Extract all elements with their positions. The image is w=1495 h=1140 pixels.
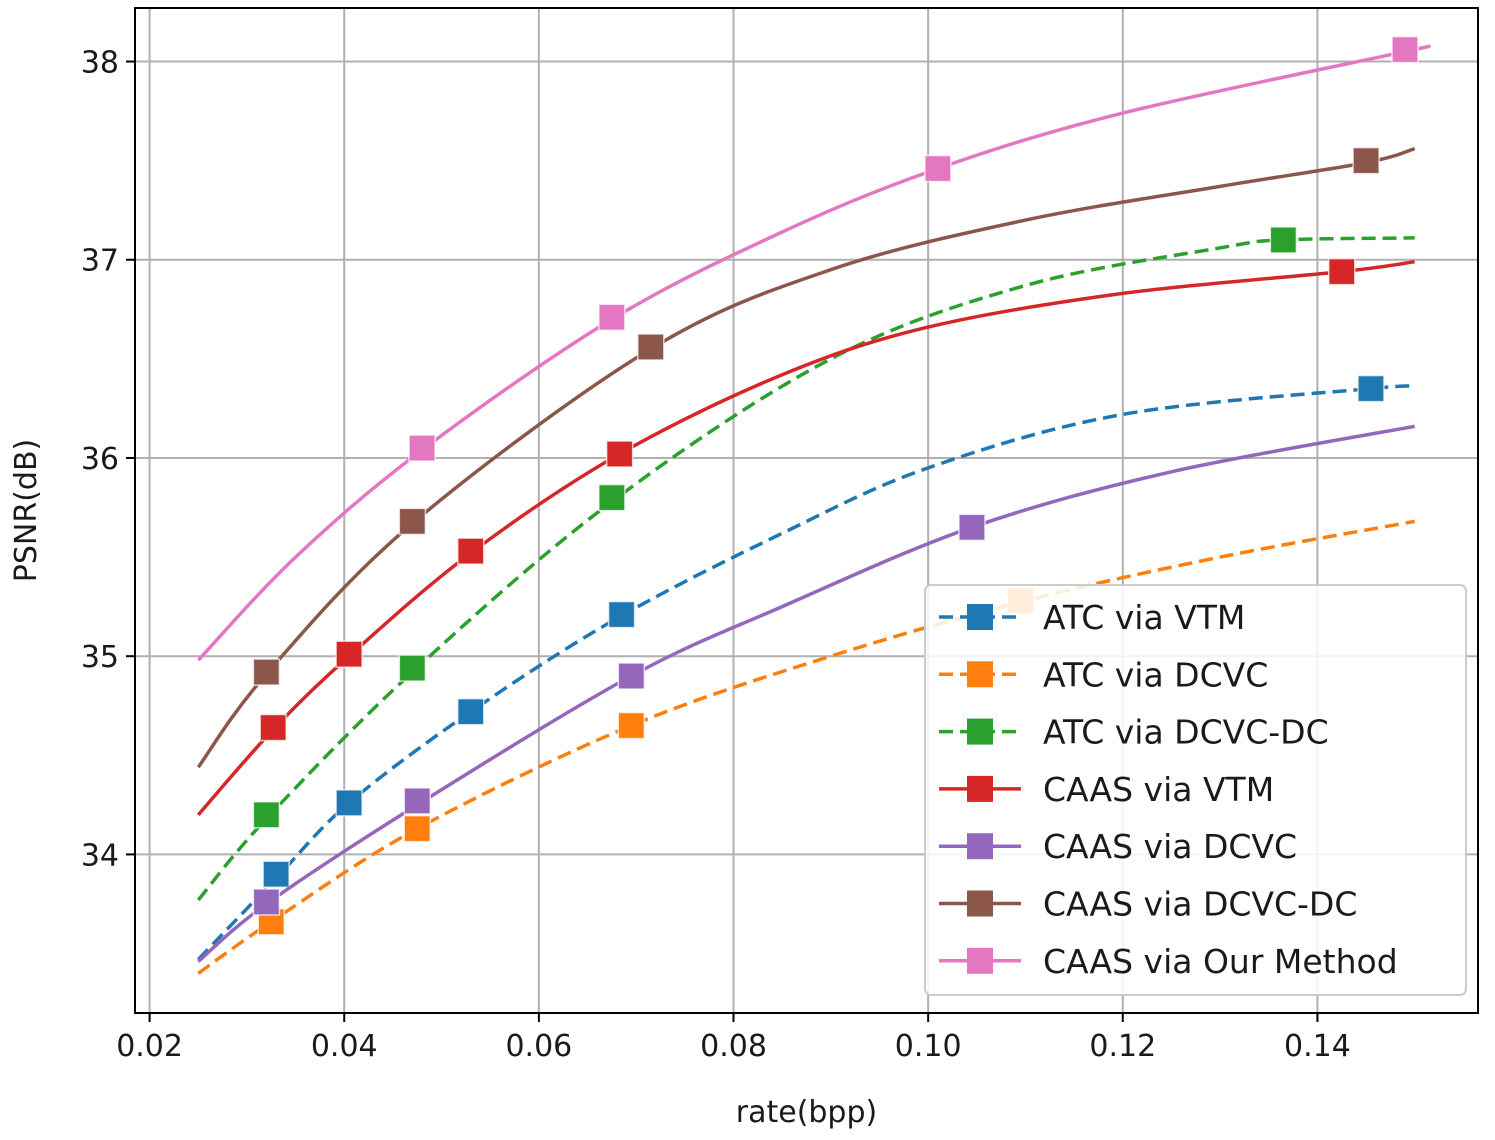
data-point-marker [598,303,626,331]
series-line [196,236,1415,902]
x-tick-label: 0.08 [700,1029,767,1064]
data-point-marker [262,860,290,888]
data-point-marker [1352,146,1380,175]
series-4 [196,257,1415,816]
data-point-marker [335,789,363,817]
data-point-marker [398,507,427,536]
data-point-marker [403,787,431,815]
x-axis-label: rate(bpp) [736,1095,877,1130]
data-point-marker [252,658,281,686]
legend-marker [967,604,993,630]
legend-entry: CAAS via DCVC-DC [939,885,1357,924]
data-point-marker [252,888,281,916]
legend-label: CAAS via VTM [1043,770,1274,809]
data-point-marker [637,333,665,361]
x-tick-label: 0.10 [895,1029,962,1064]
y-tick-label: 35 [81,640,119,675]
data-point-marker [259,713,287,742]
data-point-marker [605,440,634,468]
legend-label: CAAS via Our Method [1043,942,1398,981]
legend-entry: CAAS via Our Method [939,942,1398,981]
data-point-marker [335,640,363,668]
x-tick-label: 0.14 [1284,1029,1351,1064]
data-point-marker [617,662,646,690]
y-tick-label: 36 [81,442,119,477]
series-7 [197,35,1431,662]
series-lines [196,35,1431,975]
data-point-marker [607,600,636,629]
axis-ticks: 0.02 0.04 0.06 0.08 0.10 0.12 0.14 34 35 36 37 38 [81,46,1351,1064]
x-tick-label: 0.12 [1089,1029,1156,1064]
data-point-marker [1391,35,1419,64]
series-line [197,44,1431,662]
data-point-marker [408,434,436,462]
data-point-marker [457,697,485,726]
data-point-marker [924,154,952,183]
y-tick-label: 37 [81,244,119,279]
data-point-marker [598,483,626,512]
y-tick-label: 34 [81,838,119,873]
y-axis-label: PSNR(dB) [9,439,44,582]
series-3 [196,226,1415,902]
data-point-marker [398,654,427,682]
data-point-marker [1328,257,1356,286]
legend-label: ATC via VTM [1043,598,1245,637]
data-point-marker [1269,226,1298,254]
data-point-marker [958,513,986,542]
series-6 [196,146,1416,769]
series-line [197,424,1416,963]
legend: ATC via VTM ATC via DCVC ATC via DCVC-DC CA… [924,584,1467,996]
series-line [196,259,1415,816]
series-line [197,519,1416,975]
x-tick-label: 0.04 [311,1029,378,1064]
data-point-marker [252,801,281,829]
data-point-marker [1357,374,1385,403]
legend-marker [967,833,993,860]
series-line [196,147,1416,769]
legend-entry: ATC via DCVC-DC [939,713,1329,752]
legend-label: ATC via DCVC-DC [1043,713,1329,752]
series-5 [197,424,1416,963]
legend-entry: ATC via DCVC [939,655,1268,694]
legend-label: ATC via DCVC [1043,655,1268,694]
legend-label: CAAS via DCVC [1043,827,1297,866]
legend-entry: ATC via VTM [939,598,1245,637]
data-point-marker [457,537,485,565]
series-1 [197,374,1415,961]
series-line [197,384,1415,961]
legend-marker [967,775,993,802]
legend-entry: CAAS via DCVC [939,827,1297,866]
legend-label: CAAS via DCVC-DC [1043,885,1357,924]
y-tick-label: 38 [81,46,119,81]
data-point-marker [403,814,431,843]
legend-box [924,584,1467,996]
legend-marker [967,947,993,974]
legend-marker [967,890,993,917]
data-point-marker [617,711,646,740]
legend-entry: CAAS via VTM [939,770,1274,809]
legend-marker [967,718,993,745]
x-tick-label: 0.02 [116,1029,183,1064]
plot-frame [134,7,1479,1014]
x-tick-label: 0.06 [505,1029,572,1064]
legend-marker [967,661,993,688]
